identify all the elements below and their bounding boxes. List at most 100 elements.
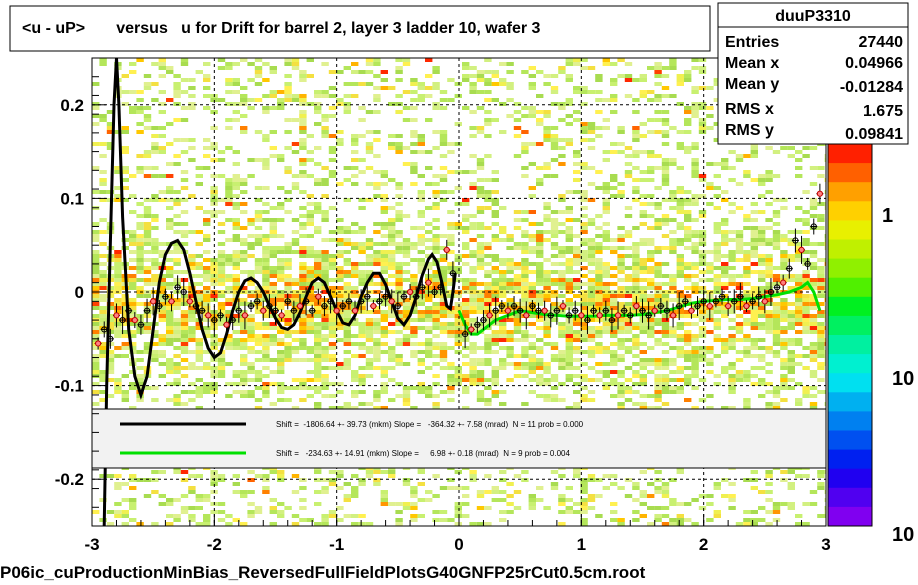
heatmap-cell: [166, 250, 174, 254]
heatmap-cell: [558, 474, 566, 478]
heatmap-cell: [129, 322, 137, 326]
heatmap-cell: [284, 318, 292, 322]
heatmap-cell: [580, 498, 588, 502]
heatmap-cell: [351, 82, 359, 86]
heatmap-cell: [624, 338, 633, 342]
heatmap-cell: [173, 498, 181, 502]
heatmap-cell: [225, 362, 233, 366]
heatmap-cell: [358, 262, 366, 266]
heatmap-cell: [166, 302, 174, 306]
heatmap-cell: [610, 238, 618, 242]
heatmap-cell: [684, 350, 692, 354]
heatmap-cell: [314, 258, 322, 262]
heatmap-cell: [402, 106, 411, 110]
heatmap-cell: [336, 182, 344, 186]
heatmap-cell: [203, 286, 211, 290]
heatmap-cell: [573, 90, 581, 94]
heatmap-cell: [247, 294, 255, 298]
heatmap-cell: [217, 210, 226, 214]
heatmap-cell: [654, 394, 662, 398]
heatmap-cell: [639, 286, 647, 290]
heatmap-cell: [809, 346, 818, 350]
heatmap-cell: [676, 350, 684, 354]
heatmap-cell: [587, 326, 596, 330]
heatmap-cell: [158, 66, 166, 70]
heatmap-cell: [491, 190, 499, 194]
heatmap-cell: [795, 310, 803, 314]
heatmap-cell: [143, 242, 152, 246]
heatmap-cell: [817, 274, 825, 278]
heatmap-cell: [713, 174, 721, 178]
heatmap-cell: [217, 278, 226, 282]
heatmap-cell: [166, 318, 174, 322]
heatmap-cell: [277, 350, 285, 354]
heatmap-cell: [521, 246, 529, 250]
heatmap-cell: [99, 286, 107, 290]
heatmap-cell: [743, 406, 751, 410]
heatmap-cell: [410, 286, 418, 290]
heatmap-cell: [624, 254, 633, 258]
heatmap-cell: [99, 154, 107, 158]
heatmap-cell: [506, 510, 514, 514]
heatmap-cell: [676, 146, 684, 150]
heatmap-cell: [277, 266, 285, 270]
heatmap-cell: [291, 314, 300, 318]
heatmap-cell: [299, 382, 307, 386]
heatmap-cell: [780, 338, 788, 342]
heatmap-cell: [587, 478, 596, 482]
heatmap-cell: [388, 274, 396, 278]
heatmap-cell: [395, 70, 403, 74]
heatmap-cell: [639, 514, 647, 518]
heatmap-cell: [550, 234, 559, 238]
heatmap-cell: [610, 502, 618, 506]
heatmap-cell: [661, 222, 670, 226]
heatmap-cell: [447, 378, 455, 382]
heatmap-cell: [721, 494, 729, 498]
heatmap-cell: [262, 262, 270, 266]
heatmap-cell: [114, 474, 122, 478]
heatmap-cell: [765, 470, 773, 474]
heatmap-cell: [580, 274, 588, 278]
heatmap-cell: [476, 358, 485, 362]
heatmap-cell: [129, 506, 137, 510]
heatmap-cell: [232, 346, 240, 350]
heatmap-cell: [647, 334, 655, 338]
heatmap-cell: [321, 298, 329, 302]
heatmap-cell: [595, 286, 603, 290]
heatmap-cell: [580, 242, 588, 246]
heatmap-cell: [195, 206, 203, 210]
heatmap-cell: [380, 86, 388, 90]
heatmap-cell: [284, 94, 292, 98]
heatmap-cell: [92, 314, 100, 318]
heatmap-cell: [565, 258, 573, 262]
heatmap-cell: [92, 358, 100, 362]
heatmap-cell: [661, 166, 670, 170]
heatmap-cell: [521, 322, 529, 326]
heatmap-cell: [462, 406, 470, 410]
heatmap-cell: [817, 282, 825, 286]
profile-point: [284, 298, 291, 305]
heatmap-cell: [232, 390, 240, 394]
heatmap-cell: [195, 254, 203, 258]
heatmap-cell: [388, 346, 396, 350]
heatmap-cell: [203, 166, 211, 170]
heatmap-cell: [669, 238, 677, 242]
heatmap-cell: [750, 326, 758, 330]
heatmap-cell: [587, 286, 596, 290]
heatmap-cell: [476, 258, 485, 262]
heatmap-cell: [254, 358, 263, 362]
heatmap-cell: [624, 390, 633, 394]
heatmap-cell: [439, 166, 448, 170]
heatmap-cell: [624, 74, 633, 78]
heatmap-cell: [698, 66, 707, 70]
heatmap-cell: [550, 346, 559, 350]
heatmap-cell: [772, 198, 781, 202]
heatmap-cell: [402, 402, 411, 406]
heatmap-cell: [277, 358, 285, 362]
heatmap-cell: [573, 282, 581, 286]
heatmap-cell: [203, 310, 211, 314]
heatmap-cell: [321, 266, 329, 270]
heatmap-cell: [269, 254, 277, 258]
heatmap-cell: [550, 294, 559, 298]
heatmap-cell: [513, 218, 522, 222]
